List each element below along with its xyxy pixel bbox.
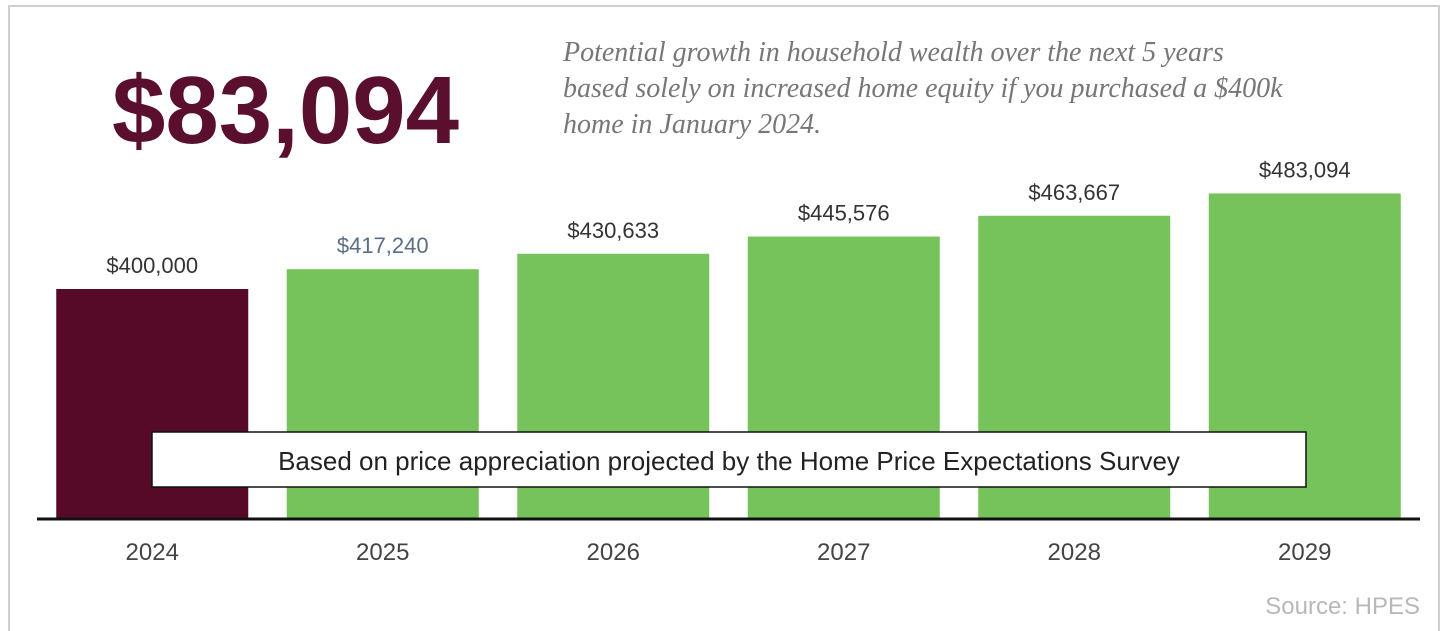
x-tick-label: 2028 — [1048, 539, 1101, 566]
subtitle: home in January 2024. — [563, 109, 821, 140]
value-label: $463,667 — [1028, 180, 1120, 205]
frame — [8, 5, 1440, 631]
annotation-box — [151, 431, 1307, 488]
value-label: $430,633 — [567, 218, 659, 243]
source: Source: HPES — [1265, 593, 1420, 620]
subtitle: based solely on increased home equity if… — [563, 73, 1283, 104]
subtitle: Potential growth in household wealth ove… — [562, 37, 1224, 68]
x-tick-label: 2025 — [356, 539, 409, 566]
annotation: Based on price appreciation projected by… — [278, 446, 1180, 476]
x-tick-label: 2027 — [817, 539, 870, 566]
headline: $83,094 — [112, 57, 459, 164]
x-tick-label: 2024 — [126, 539, 179, 566]
x-tick-label: 2029 — [1278, 539, 1331, 566]
value-label: $445,576 — [798, 201, 890, 226]
value-label: $483,094 — [1259, 157, 1351, 182]
value-label: $417,240 — [337, 233, 429, 258]
x-tick-label: 2026 — [587, 539, 640, 566]
value-label: $400,000 — [106, 253, 198, 278]
